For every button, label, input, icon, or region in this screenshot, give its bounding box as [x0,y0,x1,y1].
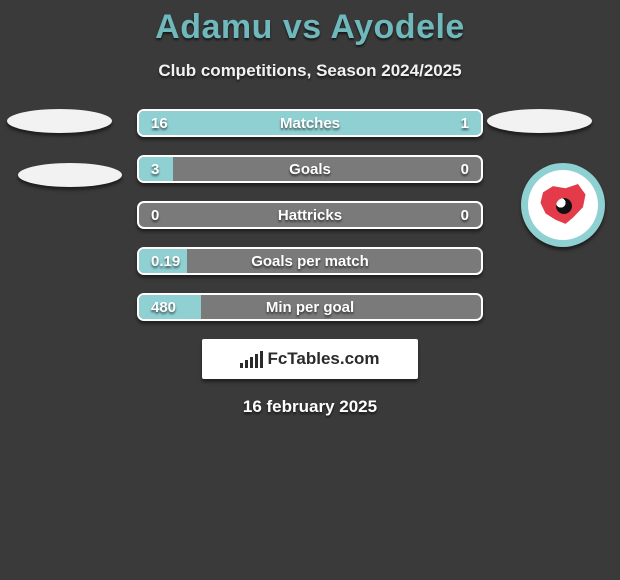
stat-label: Goals [139,157,481,181]
page-title: Adamu vs Ayodele [0,0,620,47]
club-badge-inner [528,170,598,240]
stat-row-hattricks: 0 Hattricks 0 [137,201,483,229]
club-badge-ball-icon [556,198,572,214]
brand-bar [245,360,248,368]
stat-row-goals: 3 Goals 0 [137,155,483,183]
brand-bars-icon [240,350,263,368]
stat-label: Min per goal [139,295,481,319]
stat-label: Hattricks [139,203,481,227]
infographic: Adamu vs Ayodele Club competitions, Seas… [0,0,620,580]
brand-bar [250,357,253,368]
player-left-avatar-placeholder-2 [18,163,122,187]
stat-row-goals-per-match: 0.19 Goals per match [137,247,483,275]
stats-section: 16 Matches 1 3 Goals 0 0 Hattricks 0 0.1… [0,109,620,321]
date-text: 16 february 2025 [0,397,620,417]
brand-bar [240,363,243,368]
brand-text: FcTables.com [267,349,379,369]
stat-row-min-per-goal: 480 Min per goal [137,293,483,321]
club-badge [521,163,605,247]
stat-right-value: 0 [461,157,469,181]
subtitle: Club competitions, Season 2024/2025 [0,61,620,81]
stat-label: Goals per match [139,249,481,273]
stat-right-value: 0 [461,203,469,227]
brand-box: FcTables.com [202,339,418,379]
club-badge-map-icon [538,184,588,226]
brand-bar [255,354,258,368]
stat-right-value: 1 [461,111,469,135]
stat-label: Matches [139,111,481,135]
stat-row-matches: 16 Matches 1 [137,109,483,137]
player-right-avatar-placeholder [487,109,592,133]
brand-bar [260,351,263,368]
player-left-avatar-placeholder [7,109,112,133]
